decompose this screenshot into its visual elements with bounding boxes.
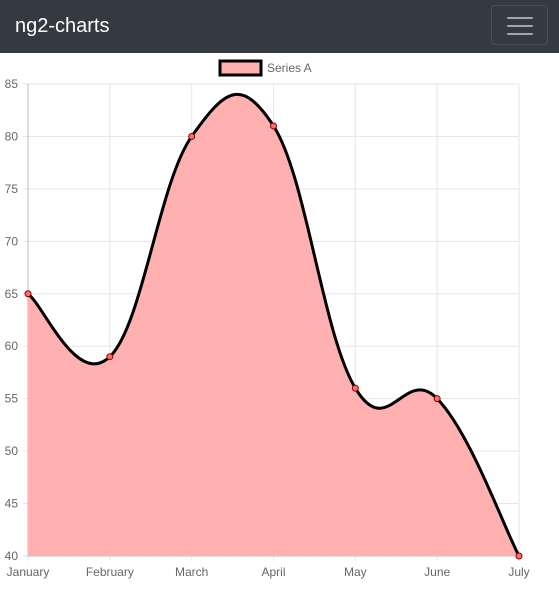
data-point-may — [351, 384, 359, 392]
y-tick-label-50: 50 — [5, 444, 19, 458]
x-tick-label-may: May — [344, 565, 367, 579]
data-point-july — [515, 552, 523, 560]
data-point-march — [188, 132, 196, 140]
legend-swatch-series-a[interactable] — [218, 59, 263, 77]
chart-legend[interactable]: Series A — [218, 59, 312, 77]
y-tick-label-70: 70 — [5, 234, 19, 248]
y-tick-label-60: 60 — [5, 339, 19, 353]
navbar-brand[interactable]: ng2-charts — [15, 15, 110, 37]
y-tick-label-80: 80 — [5, 129, 19, 143]
series-a-area — [28, 94, 519, 557]
x-axis-tick-labels: January February March April May June July — [7, 565, 530, 579]
series-a-points — [24, 122, 523, 560]
x-tick-label-february: February — [86, 565, 134, 579]
x-tick-label-july: July — [508, 565, 529, 579]
navbar: ng2-charts — [0, 0, 559, 53]
data-point-june — [433, 395, 441, 403]
navbar-toggler-button[interactable] — [491, 5, 548, 45]
x-tick-label-april: April — [261, 565, 285, 579]
y-tick-label-65: 65 — [5, 287, 19, 301]
x-tick-label-march: March — [175, 565, 208, 579]
x-tick-label-january: January — [7, 565, 50, 579]
line-chart: 40 45 50 55 60 65 70 75 80 85 January February Marc… — [5, 59, 530, 579]
y-tick-label-85: 85 — [5, 77, 19, 91]
y-tick-label-45: 45 — [5, 497, 19, 511]
legend-label-series-a[interactable]: Series A — [267, 61, 312, 75]
y-tick-label-75: 75 — [5, 182, 19, 196]
data-point-april — [270, 122, 277, 130]
data-point-february — [106, 353, 114, 361]
data-point-january — [24, 290, 32, 298]
y-tick-label-40: 40 — [5, 549, 19, 563]
y-axis-tick-labels: 40 45 50 55 60 65 70 75 80 85 — [5, 77, 19, 563]
y-tick-label-55: 55 — [5, 392, 19, 406]
x-tick-label-june: June — [424, 565, 450, 579]
chart-container: 40 45 50 55 60 65 70 75 80 85 January February Marc… — [0, 53, 559, 610]
